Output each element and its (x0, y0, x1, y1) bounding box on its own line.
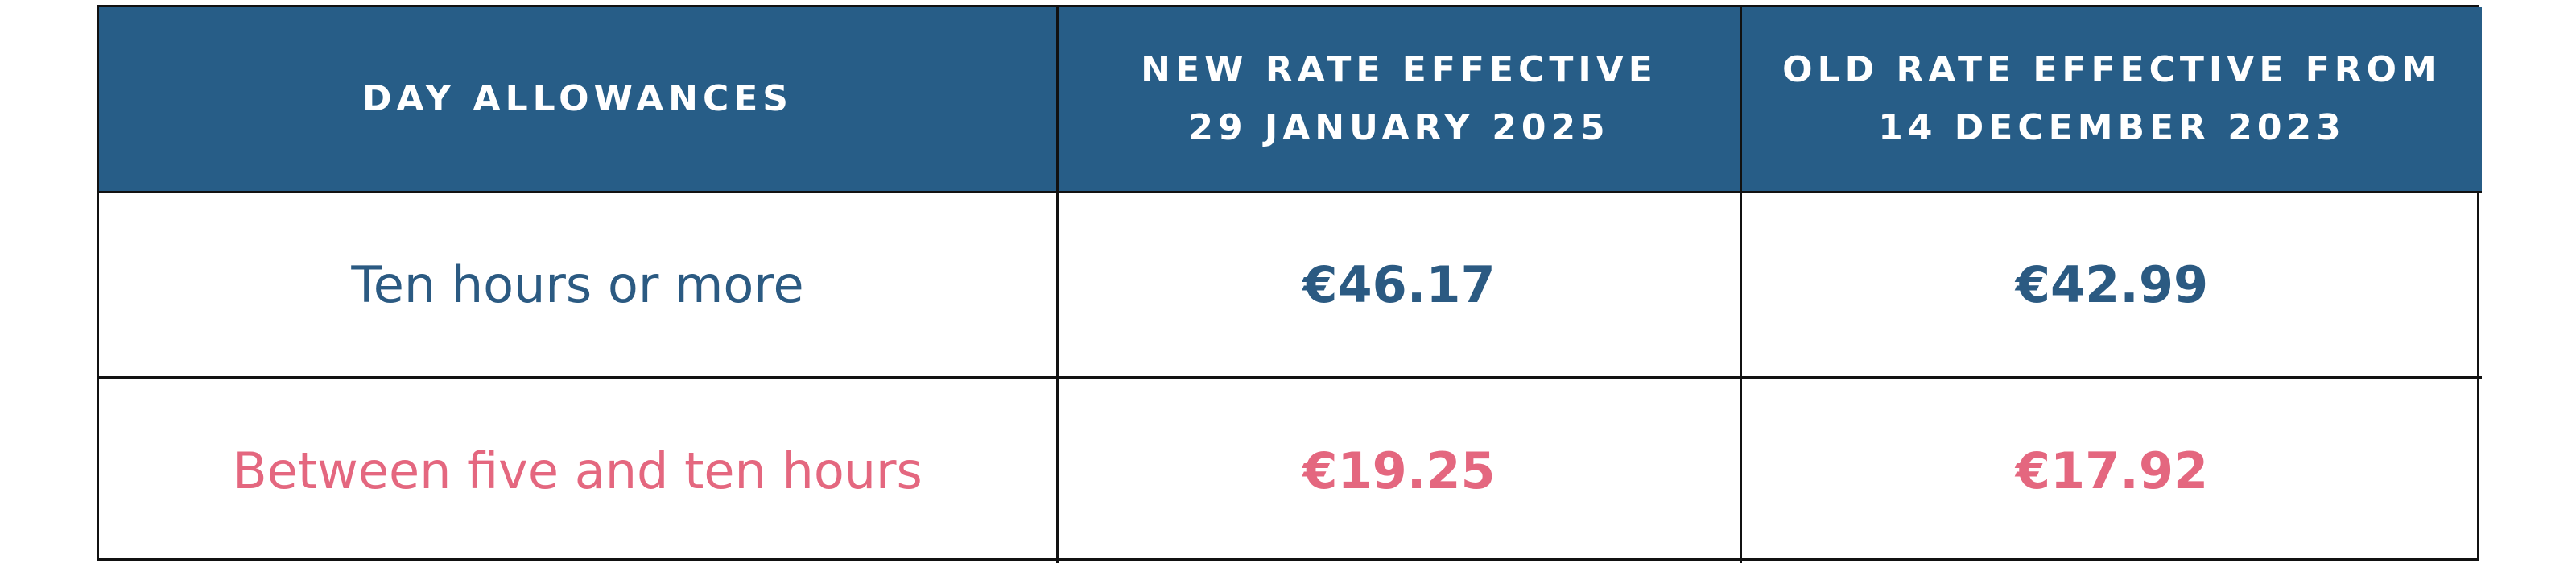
header-text: DAY ALLOWANCES (362, 78, 793, 119)
row-label: Between five and ten hours (99, 379, 1059, 563)
rate-cell: €46.17 (1059, 193, 1742, 379)
header-cell: DAY ALLOWANCES (99, 7, 1059, 193)
header-text: 29 JANUARY 2025 (1188, 107, 1610, 148)
allowance-table: DAY ALLOWANCES NEW RATE EFFECTIVE 29 JANUA… (97, 5, 2482, 563)
header-text: NEW RATE EFFECTIVE (1141, 49, 1657, 90)
header-cell: OLD RATE EFFECTIVE FROM 14 DECEMBER 2023 (1742, 7, 2482, 193)
rate-cell: €42.99 (1742, 193, 2482, 379)
row-label: Ten hours or more (99, 193, 1059, 379)
header-text: OLD RATE EFFECTIVE FROM (1782, 49, 2442, 90)
rate-cell: €19.25 (1059, 379, 1742, 563)
header-text: 14 DECEMBER 2023 (1878, 107, 2346, 148)
rate-cell: €17.92 (2015, 441, 2209, 500)
header-cell: NEW RATE EFFECTIVE 29 JANUARY 2025 (1059, 7, 1742, 193)
